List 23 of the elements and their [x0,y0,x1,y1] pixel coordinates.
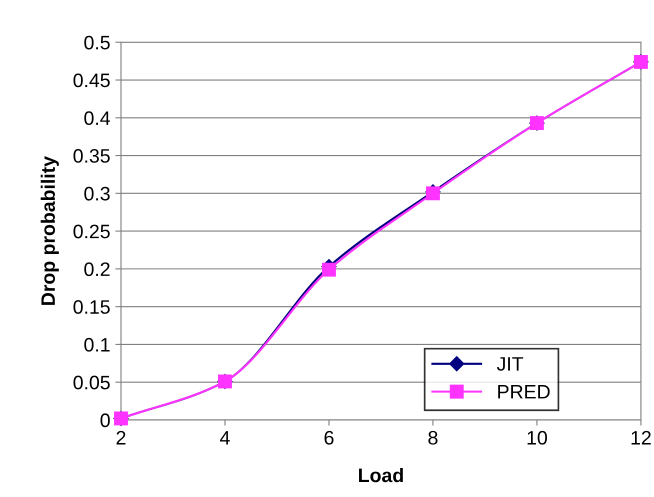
legend-label: PRED [498,385,550,398]
y-tick-label: 0.2 [84,262,110,276]
point [322,262,336,277]
y-tick-label: 0.1 [84,338,110,352]
y-axis-title: Drop probability [40,156,59,305]
x-tick-label: 10 [528,430,547,445]
y-tick-label: 0.45 [73,73,110,88]
x-tick-label: 2 [116,430,126,444]
y-tick-label: 0.5 [84,36,110,50]
y-tick-label: 0.4 [84,111,110,126]
y-tick-label: 0.35 [73,149,110,163]
legend-label: JIT [496,357,524,371]
y-tick-label: 0.05 [73,376,110,390]
y-tick-label: 0.25 [73,224,110,238]
y-tick-label: 0.3 [84,186,110,201]
x-axis-title: Load [359,468,403,482]
y-tick-label: 0.15 [73,300,110,314]
x-tick-label: 6 [324,430,334,445]
point [426,186,440,200]
y-tick-label: 0 [100,413,110,428]
x-tick-label: 4 [220,431,230,444]
x-tick-label: 8 [428,430,438,445]
x-tick-label: 12 [632,430,651,444]
